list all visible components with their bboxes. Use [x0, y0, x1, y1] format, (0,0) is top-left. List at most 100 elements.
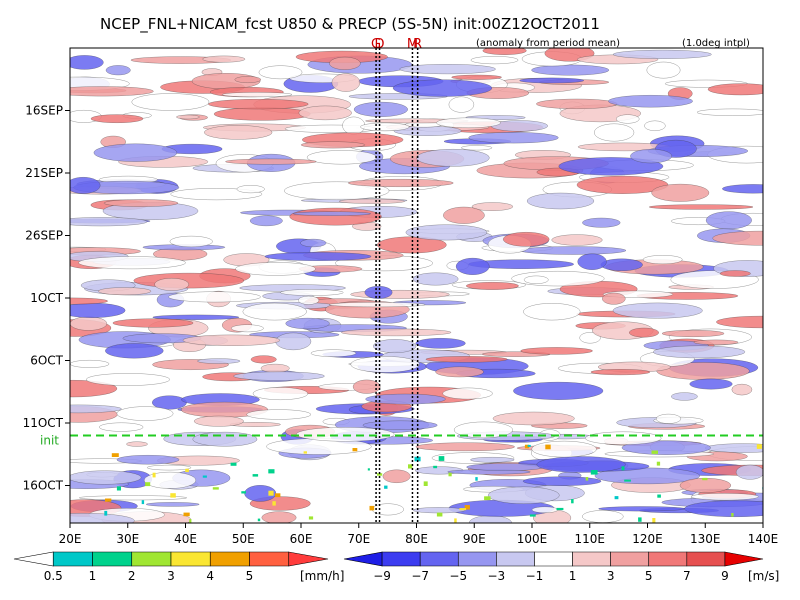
anomaly-patch — [644, 120, 666, 132]
anomaly-patch — [689, 378, 733, 390]
anomaly-patch — [280, 289, 344, 296]
colorbar-unit: [mm/h] — [300, 569, 344, 583]
anomaly-patch — [399, 64, 496, 75]
anomaly-patch — [582, 510, 624, 523]
precip-patch — [268, 490, 274, 496]
anomaly-patch — [145, 502, 200, 507]
precip-patch — [352, 448, 358, 452]
anomaly-patch — [722, 184, 763, 194]
x-tick-label: 20E — [59, 532, 82, 546]
anomaly-patch — [442, 387, 493, 400]
marker-label: R — [413, 37, 422, 52]
anomaly-patch — [348, 178, 454, 188]
anomaly-patch — [289, 207, 382, 226]
anomaly-patch — [373, 339, 417, 354]
anomaly-patch — [629, 327, 659, 338]
anomaly-patch — [577, 253, 607, 270]
colorbar-swatch — [381, 551, 421, 567]
colorbar-label: 2 — [128, 569, 136, 583]
anomaly-patch — [608, 94, 693, 108]
anomaly-patch — [482, 48, 527, 55]
anomaly-patch — [70, 470, 142, 485]
anomaly-patch — [648, 204, 754, 210]
precip-patch — [303, 451, 307, 454]
anomaly-patch — [341, 328, 452, 337]
precip-patch — [656, 461, 661, 466]
anomaly-patch — [646, 61, 681, 79]
anomaly-patch — [204, 125, 273, 140]
anomaly-patch — [513, 381, 604, 400]
precip-patch — [268, 469, 275, 474]
precip-patch — [105, 498, 112, 502]
x-tick-label: 30E — [116, 532, 139, 546]
anomaly-patch — [671, 392, 698, 401]
anomaly-patch — [329, 56, 361, 70]
colorbar-swatch — [572, 551, 611, 567]
anomaly-patch — [70, 86, 154, 97]
anomaly-patch — [225, 158, 317, 165]
anomaly-patch — [197, 358, 241, 364]
anomaly-patch — [719, 270, 751, 277]
y-tick-label: 11OCT — [23, 416, 64, 430]
precip-patch — [624, 479, 631, 482]
precip-patch — [272, 501, 276, 506]
anomaly-patch — [523, 303, 581, 321]
plot-field — [70, 48, 763, 523]
precip-patch — [545, 444, 551, 450]
colorbar-swatch — [419, 551, 459, 567]
anomaly-patch — [362, 420, 438, 430]
colorbar-swatch — [131, 551, 172, 567]
anomaly-patch — [168, 291, 261, 303]
precip-patch — [257, 518, 261, 522]
anomaly-patch — [536, 98, 618, 110]
anomaly-patch — [536, 456, 626, 473]
marker-label: D — [375, 37, 385, 52]
anomaly-patch — [193, 415, 244, 427]
anomaly-patch — [298, 105, 352, 121]
anomaly-patch — [70, 404, 122, 414]
colorbar-label: 0.5 — [44, 569, 63, 583]
x-tick-label: 40E — [174, 532, 197, 546]
precip-patch — [104, 510, 108, 516]
anomaly-patch — [594, 467, 700, 485]
anomaly-patch — [208, 98, 309, 110]
precip-patch — [657, 494, 661, 498]
precip-patch — [252, 474, 259, 477]
anomaly-patch — [250, 355, 277, 364]
anomaly-patch — [284, 181, 390, 201]
y-tick-label: 6OCT — [30, 354, 63, 368]
anomaly-patch — [133, 272, 245, 289]
anomaly-patch — [436, 117, 501, 129]
colorbar-swatch — [457, 551, 497, 567]
colorbar-swatch — [610, 551, 650, 567]
colorbar-swatch — [92, 551, 133, 567]
precip-patch — [454, 518, 457, 523]
anomaly-patch — [364, 285, 393, 299]
anomaly-patch — [600, 258, 643, 272]
anomaly-patch — [492, 411, 575, 426]
marker-label: G — [371, 37, 381, 52]
anomaly-patch — [70, 55, 104, 70]
anomaly-patch — [531, 506, 559, 514]
chart-title: NCEP_FNL+NICAM_fcst U850 & PRECP (5S-5N)… — [100, 15, 600, 34]
precip-patch — [414, 456, 421, 462]
anomaly-patch — [126, 441, 148, 447]
anomaly-patch — [328, 302, 426, 308]
anomaly-patch — [99, 422, 144, 432]
anomaly-patch — [131, 93, 210, 111]
anomaly-patch — [522, 476, 602, 486]
u850-colorbar: −9 −7 −5 −3 −1 1 3 5 7 9 [m/s] — [343, 551, 779, 583]
anomaly-patch — [693, 339, 739, 345]
anomaly-patch — [176, 114, 200, 120]
anomaly-patch — [242, 302, 307, 321]
anomaly-patch — [70, 297, 108, 305]
colorbar-swatch — [686, 551, 726, 567]
x-tick-label: 90E — [463, 532, 486, 546]
colorbar-label: −3 — [488, 569, 506, 583]
anomaly-patch — [520, 246, 627, 255]
precip-colorbar: 0.5 1 2 3 4 5 [mm/h] — [13, 551, 344, 583]
anomaly-patch — [105, 65, 131, 76]
anomaly-patch — [382, 469, 411, 484]
anomaly-patch — [70, 359, 110, 368]
